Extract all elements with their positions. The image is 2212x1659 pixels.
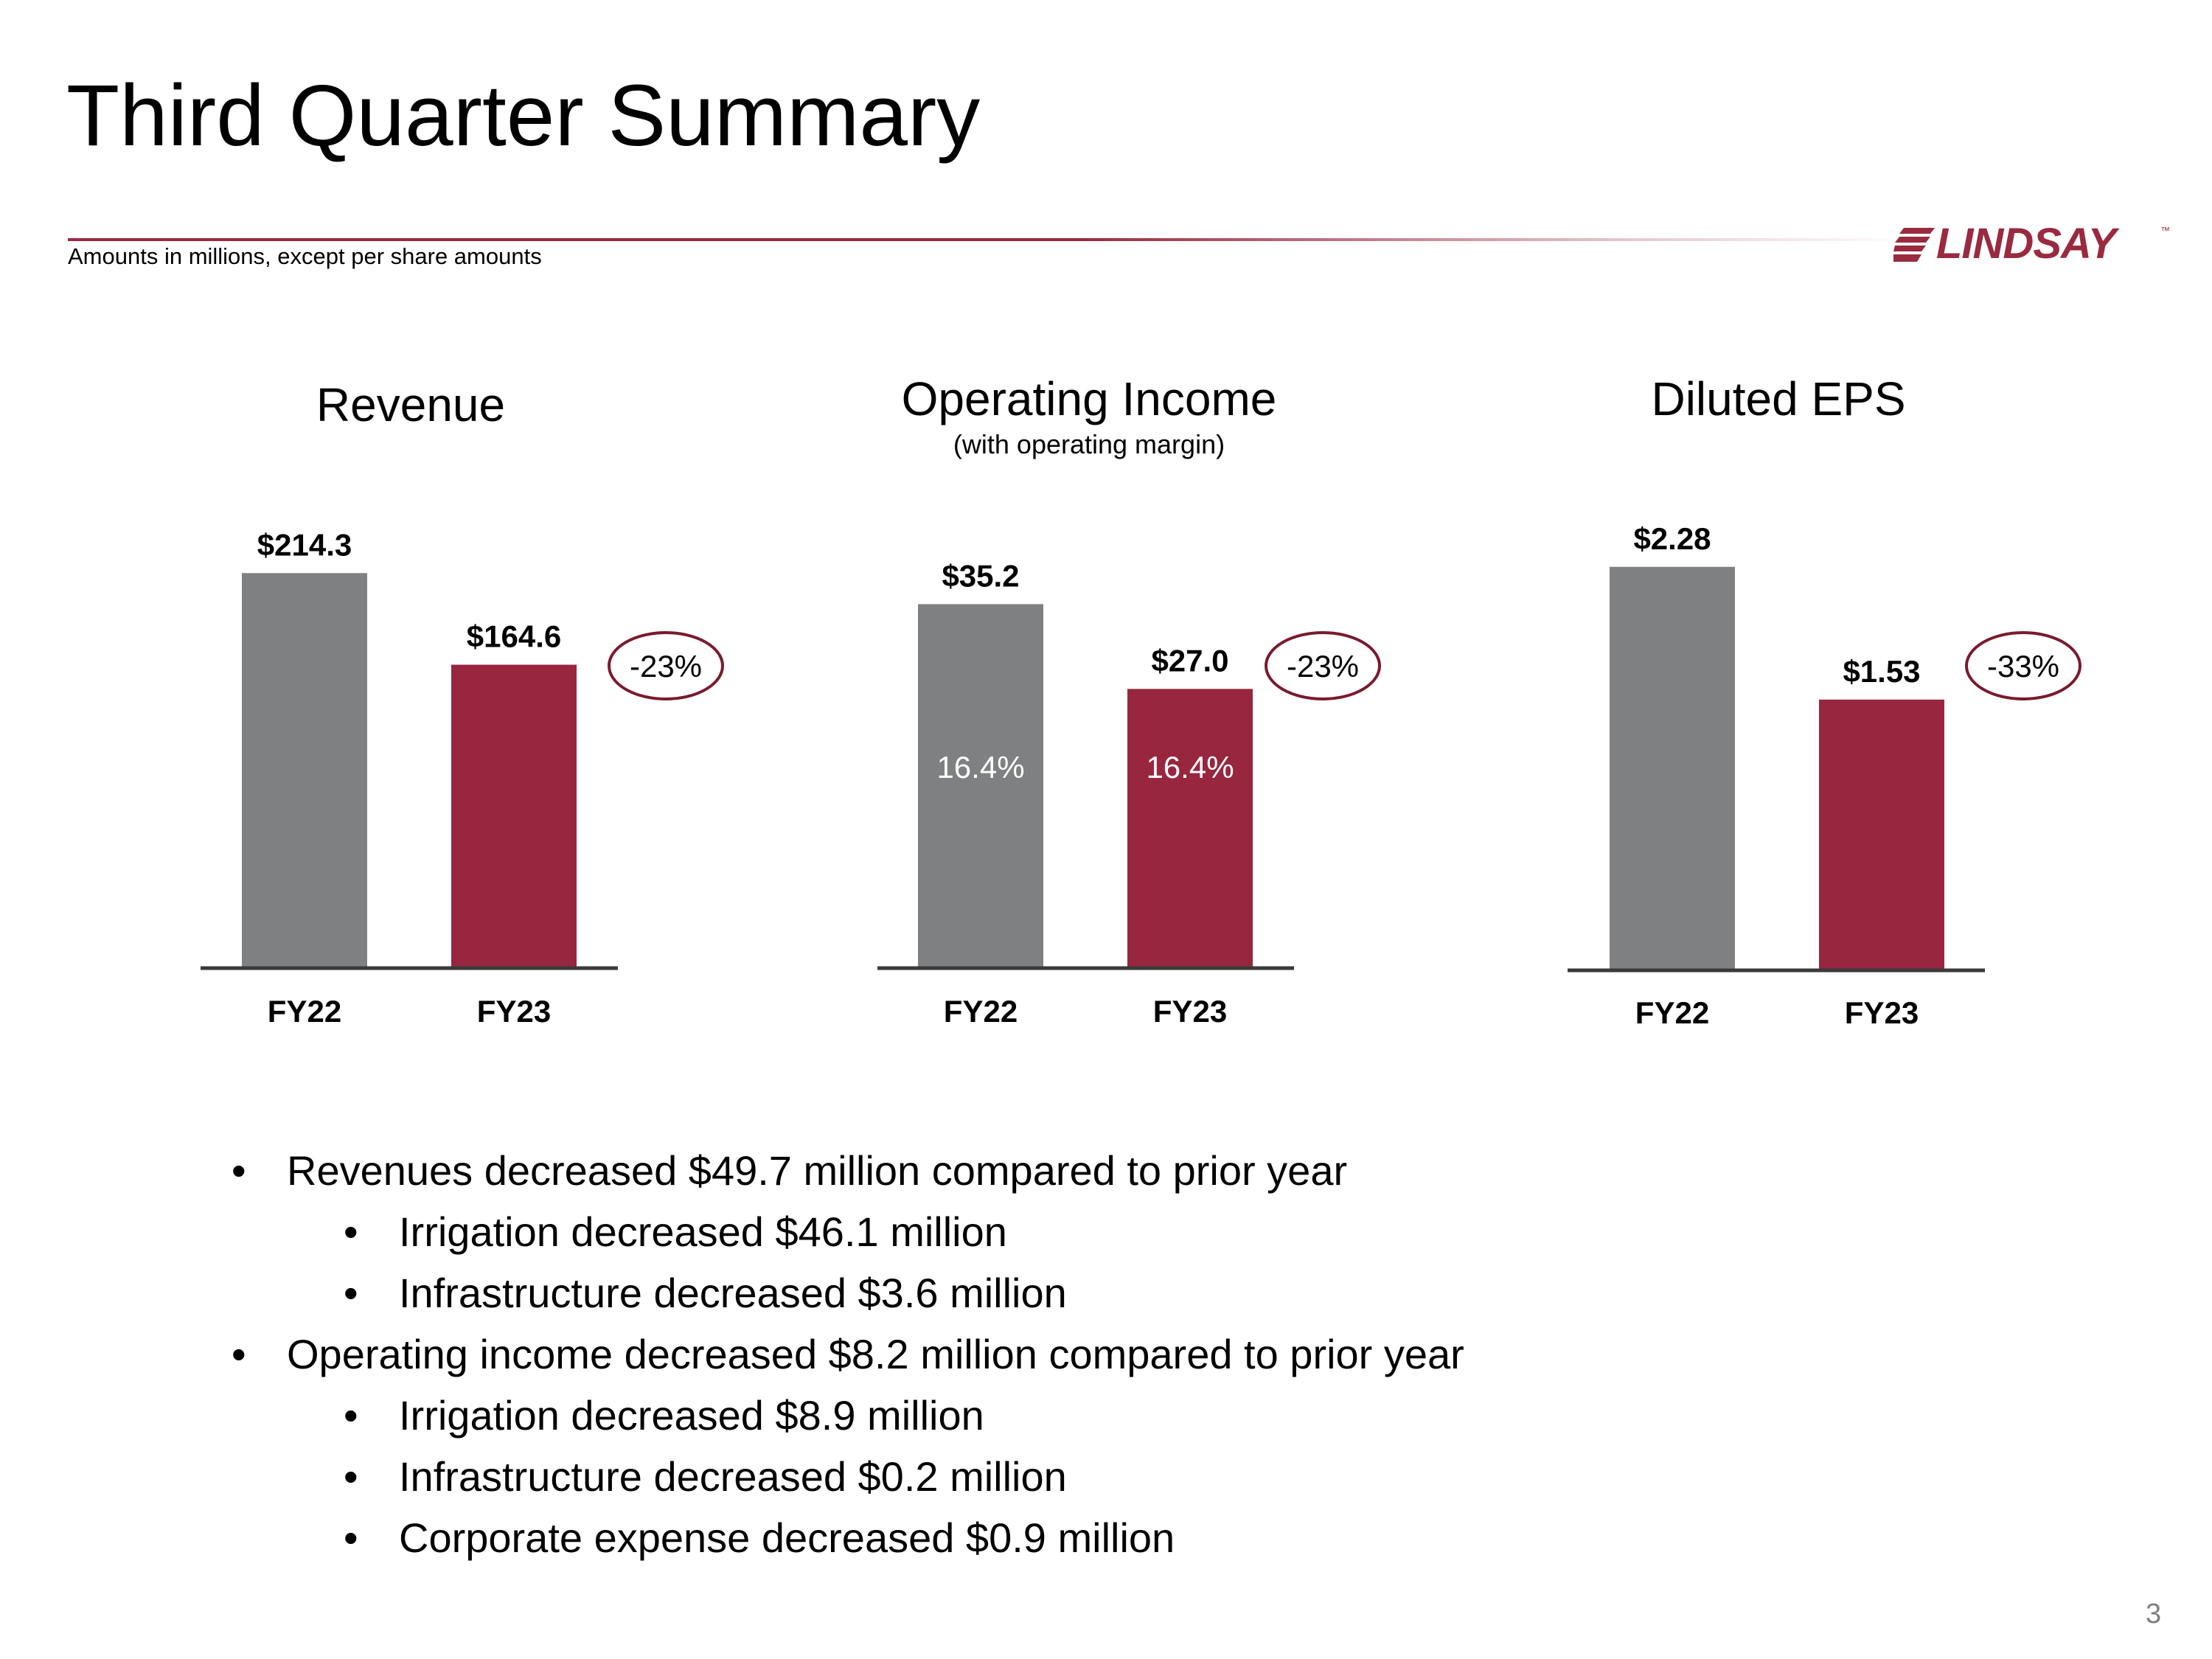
logo-text: LINDSAY	[1936, 220, 2116, 268]
revenue-value-label-fy23: $164.6	[467, 619, 561, 654]
operating-income-margin-label-fy23: 16.4%	[1146, 750, 1234, 785]
page-number: 3	[2146, 1599, 2162, 1630]
operating-income-chart-subtitle: (with operating margin)	[953, 429, 1225, 459]
operating-income-change-oval	[1265, 631, 1381, 700]
diluted-eps-bar-fy23	[1819, 699, 1944, 970]
diluted-eps-category-label-fy22: FY22	[1635, 995, 1709, 1030]
diluted-eps-bar-fy22	[1610, 566, 1735, 970]
operating-income-margin-label-fy22: 16.4%	[936, 750, 1024, 785]
diluted-eps-value-label-fy22: $2.28	[1633, 521, 1711, 556]
revenue-category-label-fy23: FY23	[477, 994, 551, 1029]
diluted-eps-category-label-fy23: FY23	[1845, 995, 1919, 1030]
revenue-chart-title: Revenue	[316, 378, 506, 431]
operating-income-change-label: -23%	[1287, 649, 1359, 684]
revenue-change-oval	[608, 631, 724, 700]
title-divider	[68, 238, 1911, 241]
logo-trademark: ™	[2160, 225, 2170, 236]
diluted-eps-chart-title: Diluted EPS	[1651, 372, 1906, 425]
revenue-value-label-fy22: $214.3	[257, 527, 352, 562]
diluted-eps-change-oval	[1965, 631, 2081, 700]
logo-stripes-icon	[1893, 228, 1935, 262]
operating-income-bar-fy23	[1127, 689, 1253, 968]
page-title: Third Quarter Summary	[66, 67, 981, 164]
company-logo: LINDSAY ™	[1893, 220, 2175, 268]
diluted-eps-value-label-fy23: $1.53	[1843, 654, 1920, 689]
operating-income-value-label-fy22: $35.2	[942, 558, 1019, 593]
revenue-category-label-fy22: FY22	[268, 994, 341, 1029]
operating-income-value-label-fy23: $27.0	[1151, 643, 1228, 678]
operating-income-chart-title: Operating Income	[901, 372, 1277, 425]
operating-income-category-label-fy22: FY22	[944, 994, 1018, 1029]
amounts-note: Amounts in millions, except per share am…	[68, 243, 542, 269]
revenue-bar-fy23	[451, 664, 577, 968]
revenue-bar-fy22	[242, 573, 367, 968]
diluted-eps-change-label: -33%	[1987, 649, 2059, 684]
revenue-change-label: -23%	[630, 649, 702, 684]
operating-income-bar-fy22	[918, 604, 1043, 968]
operating-income-category-label-fy23: FY23	[1153, 994, 1227, 1029]
